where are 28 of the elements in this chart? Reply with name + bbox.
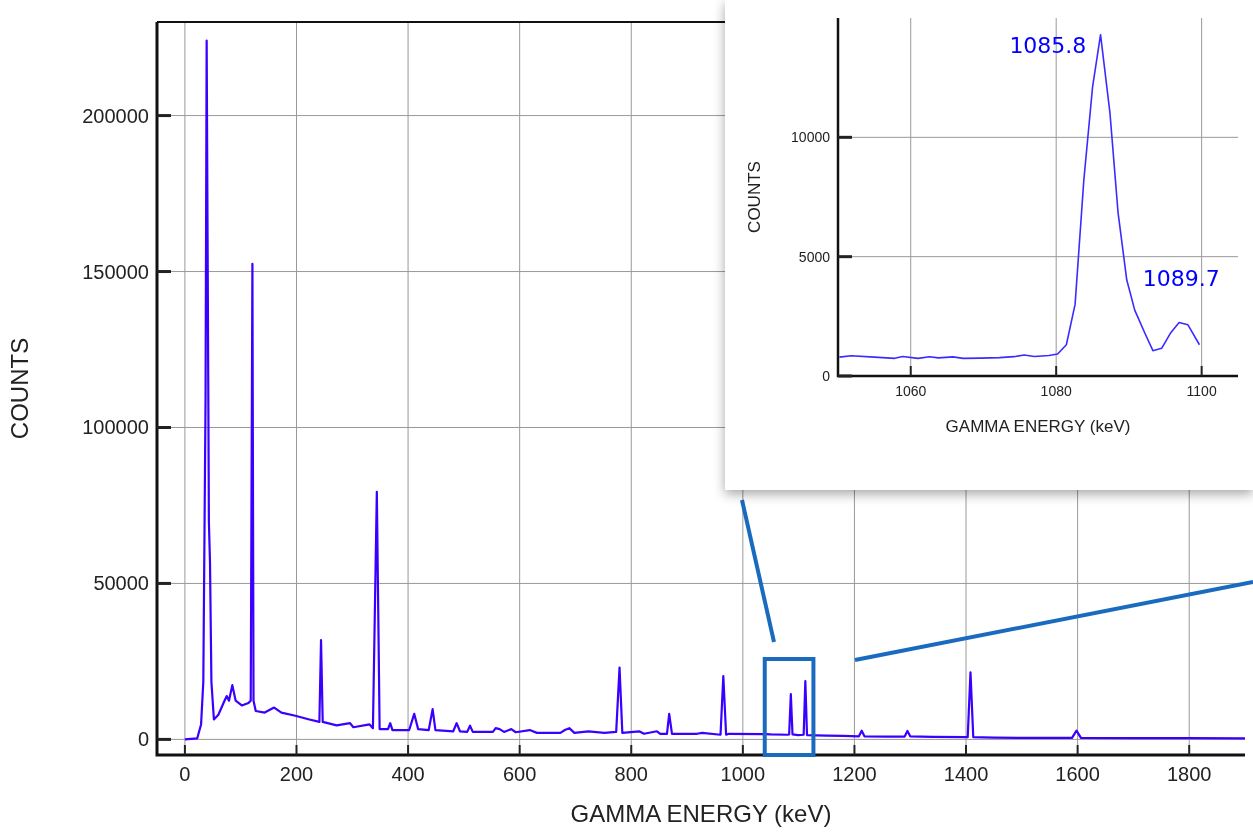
y-tick-label: 10000	[791, 129, 831, 146]
y-tick-label: 50000	[93, 572, 149, 595]
x-tick-label: 200	[279, 763, 314, 785]
x-axis-title: GAMMA ENERGY (keV)	[945, 417, 1131, 436]
y-axis-title: COUNTS	[6, 337, 33, 440]
x-tick-label: 1200	[832, 763, 877, 785]
x-tick-label: 1800	[1166, 763, 1212, 785]
y-axis-title: COUNTS	[745, 161, 764, 233]
x-tick-label: 1400	[943, 763, 989, 785]
y-tick-label: 0	[137, 728, 149, 751]
annotation: 1089.7	[1142, 265, 1220, 291]
x-tick-label: 1100	[1186, 383, 1217, 399]
x-tick-label: 1000	[720, 763, 766, 785]
line-series	[183, 39, 1245, 741]
y-tick-label: 0	[822, 367, 831, 384]
y-tick-label: 200000	[82, 104, 149, 127]
x-tick-label: 1060	[895, 383, 927, 399]
x-tick-label: 1600	[1055, 763, 1100, 785]
x-tick-label: 400	[391, 763, 425, 785]
x-tick-label: 1080	[1040, 383, 1072, 399]
y-tick-label: 100000	[82, 416, 149, 439]
x-axis-title: GAMMA ENERGY (keV)	[570, 800, 832, 827]
x-tick-label: 800	[614, 763, 648, 785]
annotation: 1085.8	[1009, 32, 1087, 58]
x-tick-label: 0	[179, 763, 191, 785]
x-tick-label: 600	[502, 763, 537, 785]
y-tick-label: 150000	[82, 260, 149, 283]
y-tick-label: 5000	[798, 248, 831, 265]
